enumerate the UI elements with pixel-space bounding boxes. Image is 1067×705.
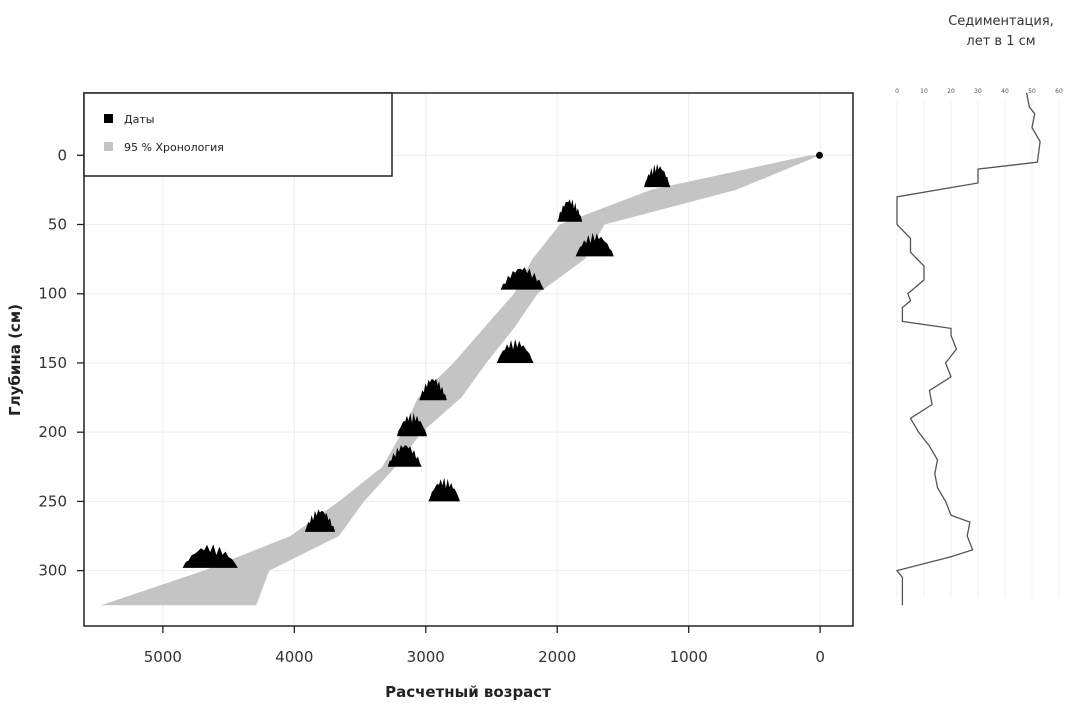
age-axis: 5000 4000 3000 2000 1000 0 bbox=[144, 626, 825, 666]
sed-tick-label-0: 0 bbox=[895, 88, 899, 95]
date-6 bbox=[419, 378, 447, 401]
legend-box bbox=[83, 92, 393, 177]
depth-axis: 0 50 100 150 200 250 300 bbox=[38, 146, 84, 580]
sed-tick-label-5: 50 bbox=[1028, 88, 1036, 95]
y-tick-label-5: 250 bbox=[38, 492, 67, 510]
y-tick-label-3: 150 bbox=[38, 354, 67, 372]
x-tick-label-0: 5000 bbox=[144, 648, 182, 666]
y-tick-label-2: 100 bbox=[38, 285, 67, 303]
x-tick-label-3: 2000 bbox=[538, 648, 576, 666]
date-3 bbox=[575, 232, 614, 257]
sedimentation-axis: 0 10 20 30 40 50 60 bbox=[895, 88, 1063, 95]
sed-title-line-1: лет в 1 см bbox=[966, 34, 1035, 49]
y-tick-label-4: 200 bbox=[38, 423, 67, 441]
date-distributions bbox=[182, 151, 823, 568]
date-11 bbox=[182, 544, 238, 568]
age-depth-plot-frame bbox=[83, 92, 854, 627]
sed-tick-label-2: 20 bbox=[947, 88, 955, 95]
date-10 bbox=[304, 509, 336, 532]
date-2 bbox=[557, 199, 583, 222]
x-tick-label-2: 3000 bbox=[407, 648, 445, 666]
sed-tick-label-3: 30 bbox=[974, 88, 982, 95]
age-axis-title: Расчетный возраст bbox=[385, 683, 551, 701]
sedimentation-title: Седиментация, лет в 1 см bbox=[948, 14, 1054, 49]
sed-tick-label-4: 40 bbox=[1001, 88, 1009, 95]
sedimentation-curve bbox=[895, 92, 1041, 606]
x-tick-label-4: 1000 bbox=[670, 648, 708, 666]
legend-swatch-dates bbox=[104, 114, 113, 123]
date-9 bbox=[428, 477, 460, 502]
legend-label-dates: Даты bbox=[124, 113, 154, 126]
legend-swatch-chronology bbox=[104, 142, 113, 151]
date-8 bbox=[387, 445, 422, 467]
legend-label-chronology: 95 % Хронология bbox=[124, 141, 224, 154]
sed-title-line-0: Седиментация, bbox=[948, 14, 1054, 29]
date-0 bbox=[815, 151, 823, 159]
sed-tick-label-6: 60 bbox=[1055, 88, 1063, 95]
age-depth-grid bbox=[84, 93, 853, 626]
sed-tick-label-1: 10 bbox=[920, 88, 928, 95]
legend: Даты 95 % Хронология bbox=[83, 92, 393, 177]
date-1 bbox=[644, 163, 671, 188]
chronology-band bbox=[101, 155, 821, 606]
y-tick-label-1: 50 bbox=[48, 216, 67, 234]
x-tick-label-1: 4000 bbox=[275, 648, 313, 666]
date-4 bbox=[500, 267, 545, 290]
date-5 bbox=[496, 339, 534, 363]
chronology-band-area bbox=[101, 155, 821, 606]
depth-axis-title: Глубина (см) bbox=[6, 304, 24, 416]
x-tick-label-5: 0 bbox=[815, 648, 825, 666]
y-tick-label-6: 300 bbox=[38, 562, 67, 580]
date-7 bbox=[396, 412, 428, 437]
y-tick-label-0: 0 bbox=[57, 146, 67, 164]
